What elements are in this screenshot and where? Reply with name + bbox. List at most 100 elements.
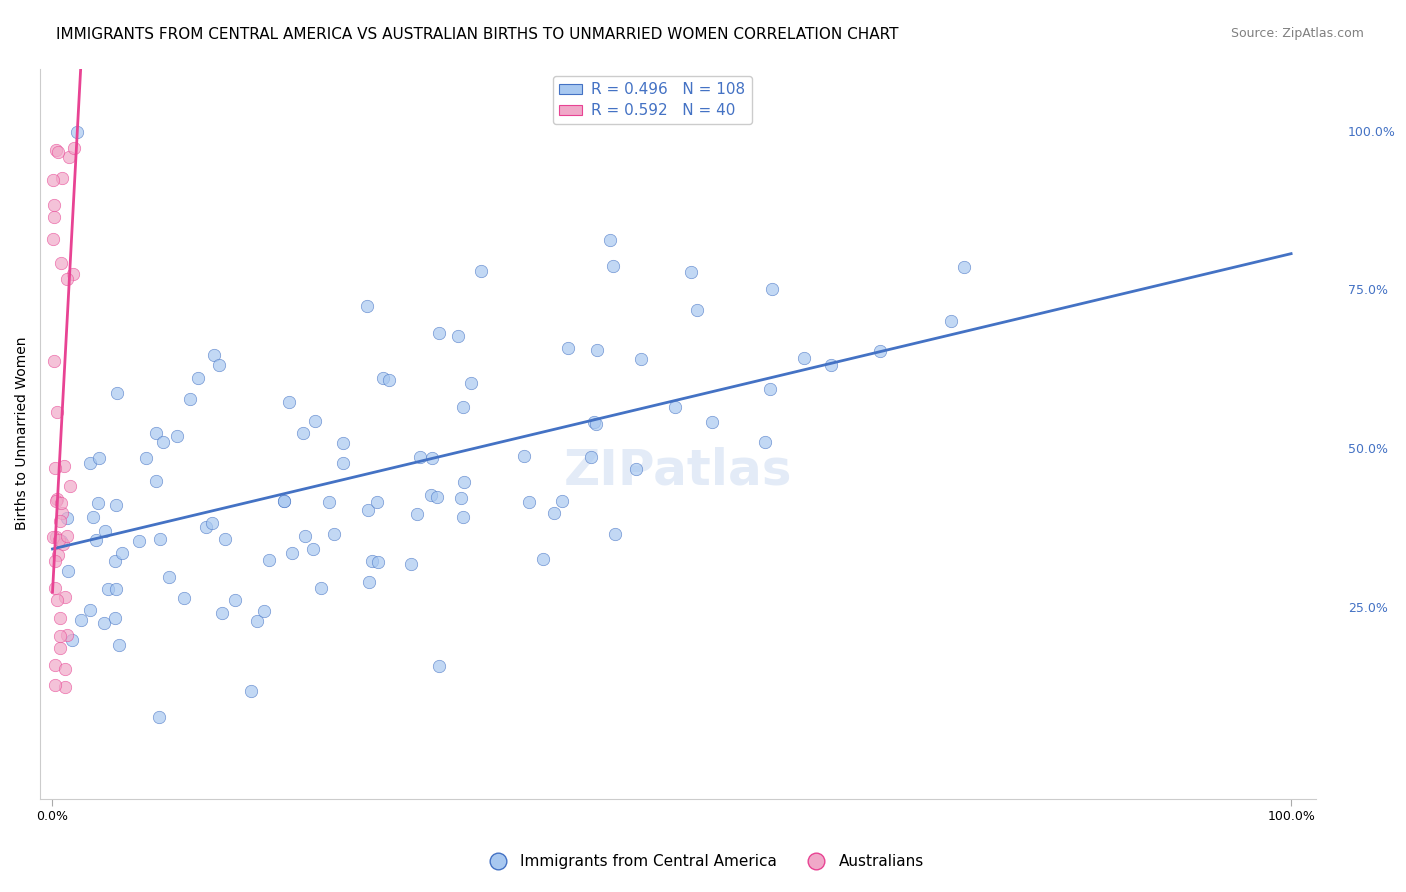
Point <box>105 582 128 596</box>
Point <box>211 606 233 620</box>
Point <box>46 592 69 607</box>
Point <box>56 272 79 286</box>
Point <box>104 611 127 625</box>
Point <box>304 414 326 428</box>
Y-axis label: Births to Unmarried Women: Births to Unmarried Women <box>15 337 30 531</box>
Point <box>59 479 82 493</box>
Point <box>332 436 354 450</box>
Point <box>453 475 475 490</box>
Point <box>187 370 209 384</box>
Point <box>45 494 67 508</box>
Point <box>626 462 648 476</box>
Point <box>93 616 115 631</box>
Point <box>44 678 66 692</box>
Point <box>240 683 263 698</box>
Point <box>759 382 782 396</box>
Point <box>42 173 65 187</box>
Point <box>543 507 565 521</box>
Point <box>56 510 79 524</box>
Point <box>145 425 167 440</box>
Point <box>869 344 891 359</box>
Point <box>820 358 842 372</box>
Point <box>53 662 76 676</box>
Point <box>427 659 450 673</box>
Point <box>517 495 540 509</box>
Text: 100.0%: 100.0% <box>1348 126 1396 138</box>
Point <box>55 528 77 542</box>
Point <box>585 343 607 358</box>
Point <box>202 348 225 362</box>
Point <box>79 603 101 617</box>
Point <box>134 450 156 465</box>
Point <box>49 533 72 548</box>
Point <box>294 529 316 543</box>
Point <box>42 197 65 211</box>
Text: Source: ZipAtlas.com: Source: ZipAtlas.com <box>1230 27 1364 40</box>
Point <box>104 554 127 568</box>
Point <box>44 582 66 596</box>
Point <box>367 555 389 569</box>
Point <box>378 373 401 387</box>
Point <box>44 460 66 475</box>
Point <box>581 450 603 464</box>
Point <box>356 299 378 313</box>
Point <box>700 416 723 430</box>
Point <box>46 548 69 562</box>
Point <box>63 141 86 155</box>
Point <box>277 395 299 409</box>
Point <box>53 681 76 695</box>
Point <box>359 574 381 589</box>
Point <box>45 405 67 419</box>
Point <box>246 614 269 628</box>
Point <box>681 265 703 279</box>
Text: 75.0%: 75.0% <box>1348 285 1388 297</box>
Point <box>49 611 72 625</box>
Point <box>470 264 492 278</box>
Point <box>224 593 246 607</box>
Point <box>145 474 167 488</box>
Point <box>82 510 104 524</box>
Point <box>366 494 388 508</box>
Point <box>108 638 131 652</box>
Point <box>630 352 652 367</box>
Point <box>309 582 332 596</box>
Point <box>602 259 624 273</box>
Point <box>173 591 195 606</box>
Point <box>447 329 470 343</box>
Point <box>513 449 536 463</box>
Point <box>87 496 110 510</box>
Point <box>51 506 73 520</box>
Point <box>49 640 72 655</box>
Point <box>420 451 443 466</box>
Point <box>585 417 607 432</box>
Point <box>51 496 73 510</box>
Legend: Immigrants from Central America, Australians: Immigrants from Central America, Austral… <box>477 848 929 875</box>
Point <box>51 171 73 186</box>
Point <box>51 537 73 551</box>
Point <box>273 494 295 508</box>
Text: IMMIGRANTS FROM CENTRAL AMERICA VS AUSTRALIAN BIRTHS TO UNMARRIED WOMEN CORRELAT: IMMIGRANTS FROM CENTRAL AMERICA VS AUSTR… <box>56 27 898 42</box>
Point <box>323 527 346 541</box>
Text: 25.0%: 25.0% <box>1348 602 1388 615</box>
Point <box>86 533 108 548</box>
Point <box>55 590 77 604</box>
Point <box>48 533 70 548</box>
Point <box>793 351 815 365</box>
Point <box>58 150 80 164</box>
Point <box>214 533 236 547</box>
Point <box>302 542 325 557</box>
Point <box>62 267 84 281</box>
Point <box>105 385 128 400</box>
Point <box>426 490 449 504</box>
Point <box>55 628 77 642</box>
Point <box>257 553 280 567</box>
Point <box>406 507 429 521</box>
Point <box>46 492 69 507</box>
Point <box>429 326 451 340</box>
Point <box>49 629 72 643</box>
Point <box>318 495 340 509</box>
Point <box>42 210 65 224</box>
Point <box>291 426 314 441</box>
Point <box>761 282 783 296</box>
Point <box>152 434 174 449</box>
